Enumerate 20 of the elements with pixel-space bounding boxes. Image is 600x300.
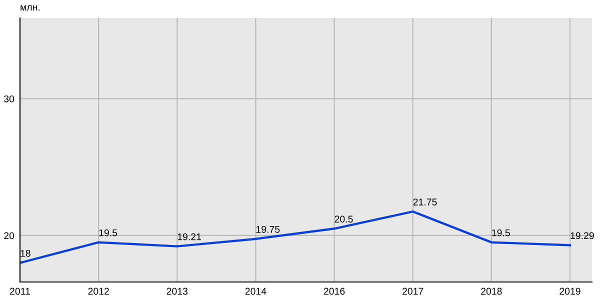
data-label: 20.5 [334, 216, 353, 223]
x-tick-label: 2019 [560, 288, 580, 295]
y-tick-label: 30 [4, 95, 14, 102]
x-tick-label: 2018 [481, 288, 502, 295]
data-label: 19.5 [99, 229, 118, 236]
x-tick-label: 2013 [166, 288, 188, 295]
x-tick-label: 2012 [88, 288, 109, 295]
data-label: 21.75 [413, 198, 437, 206]
y-tick-label: 20 [4, 232, 14, 240]
data-label: 19.21 [178, 233, 201, 240]
x-tick-label: 2016 [324, 288, 345, 295]
data-label: 19.5 [492, 229, 510, 236]
x-tick-label: 2011 [10, 288, 30, 295]
data-label: 19.29 [570, 232, 594, 240]
data-label: 19.75 [256, 226, 280, 233]
x-tick-label: 2017 [402, 288, 424, 295]
y-axis-title: млн. [20, 5, 40, 11]
x-tick-label: 2014 [245, 288, 266, 295]
line-series [20, 210, 572, 264]
data-label: 18 [20, 250, 30, 257]
